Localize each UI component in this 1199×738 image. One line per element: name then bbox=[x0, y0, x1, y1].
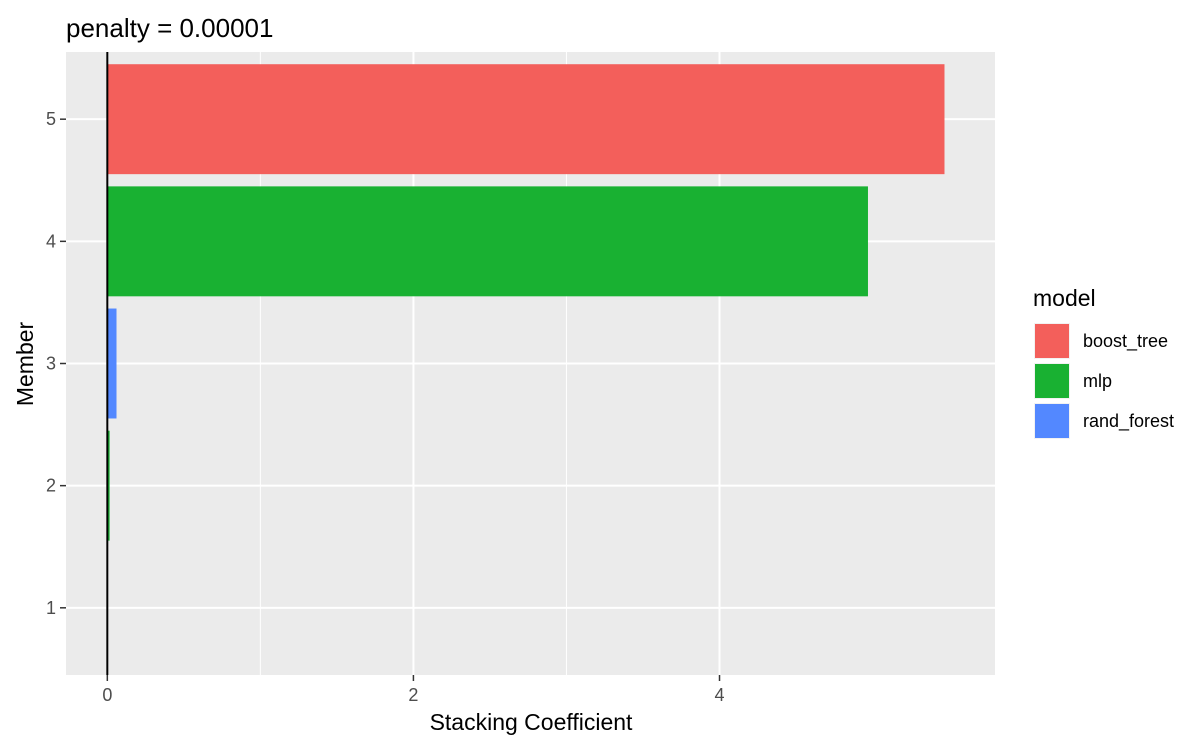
y-tick-label: 5 bbox=[46, 109, 56, 129]
legend-swatch-mlp bbox=[1035, 364, 1069, 398]
y-tick-label: 1 bbox=[46, 598, 56, 618]
bars bbox=[107, 64, 945, 541]
legend-label-mlp: mlp bbox=[1083, 371, 1112, 391]
x-tick-label: 4 bbox=[715, 685, 725, 705]
x-tick-label: 0 bbox=[102, 685, 112, 705]
chart-title: penalty = 0.00001 bbox=[66, 13, 273, 43]
bar-member-2 bbox=[107, 430, 110, 541]
legend-title: model bbox=[1033, 285, 1096, 311]
legend-label-rand_forest: rand_forest bbox=[1083, 411, 1174, 432]
x-axis-ticks: 0 2 4 bbox=[102, 675, 725, 705]
bar-member-3 bbox=[107, 308, 117, 419]
bar-member-4 bbox=[107, 186, 868, 297]
x-tick-label: 2 bbox=[408, 685, 418, 705]
x-axis-title: Stacking Coefficient bbox=[430, 709, 633, 735]
y-tick-label: 3 bbox=[46, 354, 56, 374]
legend-swatch-rand_forest bbox=[1035, 404, 1069, 438]
y-axis-title: Member bbox=[12, 321, 38, 406]
y-axis-ticks: 1 2 3 4 5 bbox=[46, 109, 66, 618]
legend-swatch-boost_tree bbox=[1035, 324, 1069, 358]
legend-label-boost_tree: boost_tree bbox=[1083, 331, 1168, 352]
y-tick-label: 4 bbox=[46, 231, 56, 251]
bar-member-5 bbox=[107, 64, 945, 175]
y-tick-label: 2 bbox=[46, 476, 56, 496]
